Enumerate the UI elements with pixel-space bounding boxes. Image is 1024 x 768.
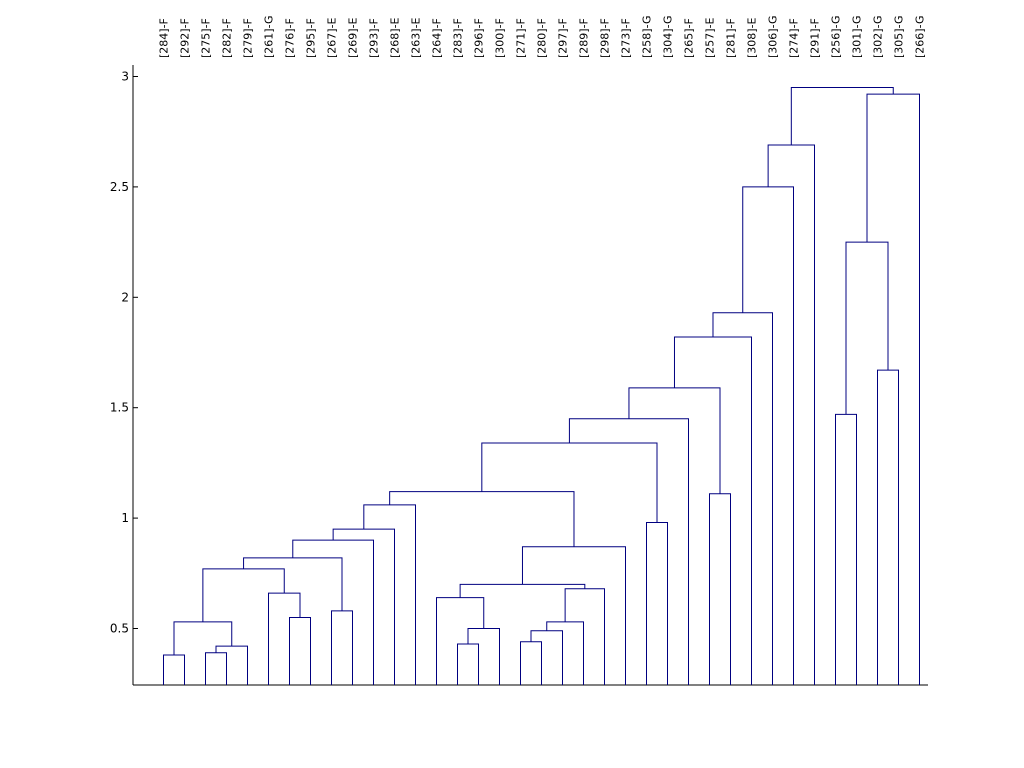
dendrogram-link xyxy=(646,522,668,685)
dendrogram-link xyxy=(331,610,353,685)
leaf-label: [271]-F xyxy=(515,18,528,58)
dendrogram-link xyxy=(877,369,899,685)
dendrogram-link xyxy=(363,504,416,685)
leaf-label: [257]-E xyxy=(704,17,717,58)
leaf-label: [292]-F xyxy=(179,18,192,58)
dendrogram-link xyxy=(546,621,584,685)
dendrogram-link xyxy=(767,144,815,685)
dendrogram-link xyxy=(835,413,857,685)
y-tick-label: 1 xyxy=(121,511,129,525)
leaf-label: [265]-F xyxy=(683,18,696,58)
y-tick-label: 0.5 xyxy=(110,622,129,636)
leaf-label: [296]-F xyxy=(473,18,486,58)
dendrogram-link xyxy=(205,652,227,685)
dendrogram-link xyxy=(292,539,374,685)
leaf-label: [281]-F xyxy=(725,18,738,58)
leaf-label: [258]-G xyxy=(641,16,654,58)
leaf-label: [291]-F xyxy=(809,18,822,58)
dendrogram-link xyxy=(712,312,773,685)
leaf-label: [300]-F xyxy=(494,18,507,58)
leaf-label: [302]-G xyxy=(872,16,885,58)
leaf-label: [273]-F xyxy=(620,18,633,58)
axes xyxy=(132,65,928,686)
leaf-label: [297]-F xyxy=(557,18,570,58)
dendrogram-link xyxy=(467,628,500,685)
leaf-label: [301]-G xyxy=(851,16,864,58)
leaf-label: [266]-G xyxy=(914,16,927,58)
y-tick-label: 3 xyxy=(121,70,129,84)
dendrogram-link xyxy=(163,654,185,685)
dendrogram-link xyxy=(268,592,301,685)
leaf-label: [276]-F xyxy=(284,18,297,58)
leaf-label: [295]-F xyxy=(305,18,318,58)
leaf-label: [284]-F xyxy=(158,18,171,58)
leaf-label: [261]-G xyxy=(263,16,276,58)
y-tick-label: 2.5 xyxy=(110,180,129,194)
dendrogram-link xyxy=(866,93,920,685)
dendrogram-link xyxy=(436,597,485,685)
leaf-label: [263]-E xyxy=(410,17,423,58)
dendrogram-link xyxy=(564,588,605,685)
leaf-label: [279]-F xyxy=(242,18,255,58)
dendrogram-link xyxy=(215,645,248,685)
dendrogram-link xyxy=(459,583,586,598)
leaf-label: [282]-F xyxy=(221,18,234,58)
dendrogram-link xyxy=(289,616,311,685)
leaf-label: [293]-F xyxy=(368,18,381,58)
dendrogram-link xyxy=(628,387,721,494)
leaf-label: [298]-F xyxy=(599,18,612,58)
leaf-label: [289]-F xyxy=(578,18,591,58)
y-tick-label: 2 xyxy=(121,290,129,304)
y-tick-label: 1.5 xyxy=(110,401,129,415)
dendrogram-links xyxy=(163,87,920,685)
leaf-label: [264]-F xyxy=(431,18,444,58)
y-axis-ticks: 0.5 1 1.5 2 2.5 3 xyxy=(110,70,138,636)
dendrogram-link xyxy=(673,336,752,685)
leaf-label: [306]-G xyxy=(767,16,780,58)
leaf-label: [280]-F xyxy=(536,18,549,58)
dendrogram-link xyxy=(520,641,542,685)
leaf-label: [267]-E xyxy=(326,17,339,58)
leaf-label: [308]-E xyxy=(746,17,759,58)
leaf-labels: [284]-F [292]-F [275]-F [282]-F [279]-F [261]… xyxy=(158,16,927,58)
leaf-label: [275]-F xyxy=(200,18,213,58)
leaf-label: [268]-E xyxy=(389,17,402,58)
dendrogram-link xyxy=(568,418,689,685)
dendrogram-link xyxy=(790,87,894,145)
leaf-label: [305]-G xyxy=(893,16,906,58)
leaf-label: [304]-G xyxy=(662,16,675,58)
dendrogram-link xyxy=(457,643,479,685)
dendrogram-link xyxy=(845,241,889,415)
dendrogram-link xyxy=(709,493,731,685)
leaf-label: [283]-F xyxy=(452,18,465,58)
dendrogram-link xyxy=(521,546,626,685)
leaf-label: [256]-G xyxy=(830,16,843,58)
dendrogram-link xyxy=(389,491,575,547)
dendrogram-link xyxy=(530,630,563,685)
dendrogram-link xyxy=(202,568,285,622)
dendrogram-link xyxy=(742,186,794,685)
leaf-label: [269]-E xyxy=(347,17,360,58)
dendrogram-link xyxy=(173,621,233,655)
leaf-label: [274]-F xyxy=(788,18,801,58)
dendrogram-link xyxy=(481,442,658,523)
dendrogram-link xyxy=(243,557,343,611)
